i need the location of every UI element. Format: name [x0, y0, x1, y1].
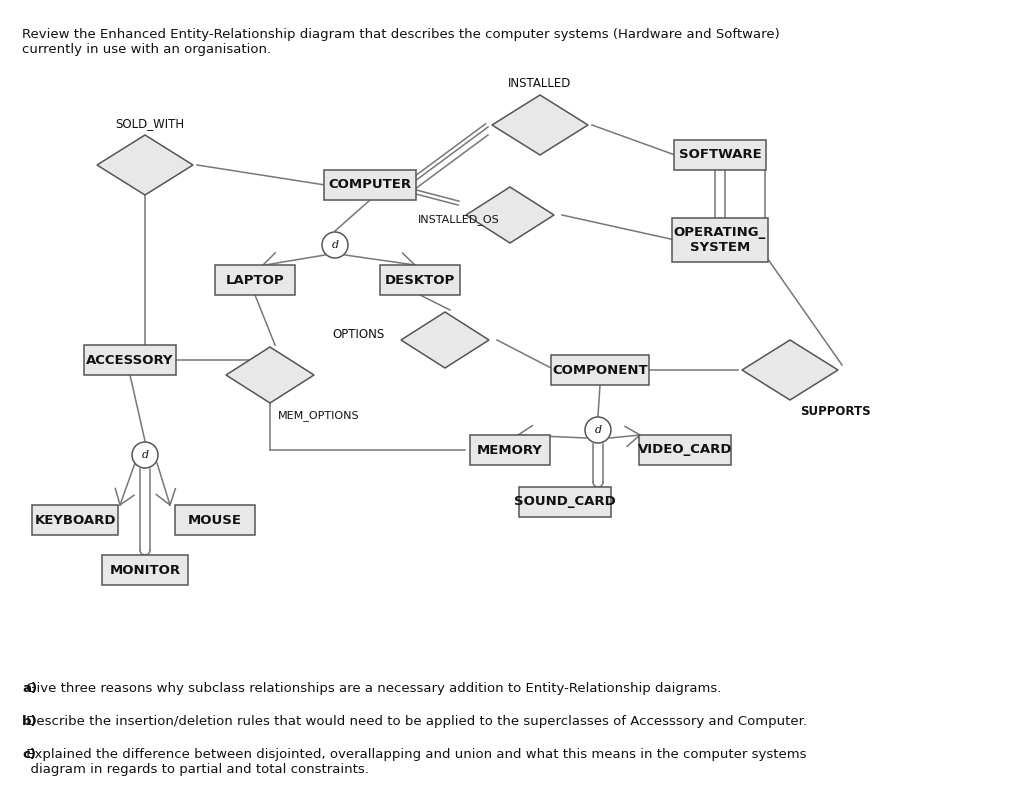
FancyBboxPatch shape — [215, 265, 295, 295]
Circle shape — [585, 417, 611, 443]
Polygon shape — [401, 312, 489, 368]
Text: Explained the difference between disjointed, overallapping and union and what th: Explained the difference between disjoin… — [22, 748, 807, 776]
FancyBboxPatch shape — [175, 505, 255, 535]
Polygon shape — [226, 347, 314, 403]
Text: Give three reasons why subclass relationships are a necessary addition to Entity: Give three reasons why subclass relation… — [22, 682, 721, 695]
Polygon shape — [492, 95, 588, 155]
Text: SOUND_CARD: SOUND_CARD — [514, 496, 615, 509]
FancyBboxPatch shape — [674, 140, 766, 170]
Text: DESKTOP: DESKTOP — [385, 274, 455, 287]
FancyBboxPatch shape — [639, 435, 731, 465]
FancyBboxPatch shape — [84, 345, 176, 375]
Text: SOFTWARE: SOFTWARE — [679, 148, 762, 161]
Text: INSTALLED_OS: INSTALLED_OS — [418, 215, 500, 225]
Text: Review the Enhanced Entity-Relationship diagram that describes the computer syst: Review the Enhanced Entity-Relationship … — [22, 28, 779, 56]
Text: LAPTOP: LAPTOP — [225, 274, 285, 287]
Text: SUPPORTS: SUPPORTS — [800, 405, 870, 418]
Text: d: d — [141, 450, 148, 460]
FancyBboxPatch shape — [102, 555, 188, 585]
Text: MEMORY: MEMORY — [477, 444, 543, 457]
Text: KEYBOARD: KEYBOARD — [34, 514, 116, 526]
Text: d: d — [595, 425, 601, 435]
Text: ACCESSORY: ACCESSORY — [86, 353, 174, 366]
Text: a): a) — [22, 682, 37, 695]
Polygon shape — [97, 135, 193, 195]
FancyBboxPatch shape — [672, 218, 768, 262]
Text: COMPUTER: COMPUTER — [329, 178, 412, 191]
Text: INSTALLED: INSTALLED — [508, 77, 571, 90]
Text: MOUSE: MOUSE — [188, 514, 242, 526]
Text: OPTIONS: OPTIONS — [333, 329, 385, 342]
Text: c): c) — [22, 748, 36, 761]
Text: Describe the insertion/deletion rules that would need to be applied to the super: Describe the insertion/deletion rules th… — [22, 715, 807, 728]
Text: MEM_OPTIONS: MEM_OPTIONS — [278, 410, 359, 421]
Text: VIDEO_CARD: VIDEO_CARD — [638, 444, 732, 457]
FancyBboxPatch shape — [551, 355, 649, 385]
Text: COMPONENT: COMPONENT — [552, 364, 648, 377]
Text: b): b) — [22, 715, 38, 728]
Text: MONITOR: MONITOR — [110, 564, 180, 577]
Circle shape — [322, 232, 348, 258]
Circle shape — [132, 442, 158, 468]
FancyBboxPatch shape — [324, 170, 416, 200]
FancyBboxPatch shape — [470, 435, 550, 465]
FancyBboxPatch shape — [32, 505, 118, 535]
Text: OPERATING_
SYSTEM: OPERATING_ SYSTEM — [674, 226, 766, 254]
Text: d: d — [332, 240, 339, 250]
FancyBboxPatch shape — [519, 487, 611, 517]
Text: SOLD_WITH: SOLD_WITH — [116, 117, 184, 130]
Polygon shape — [742, 340, 838, 400]
Polygon shape — [466, 187, 554, 243]
FancyBboxPatch shape — [380, 265, 460, 295]
